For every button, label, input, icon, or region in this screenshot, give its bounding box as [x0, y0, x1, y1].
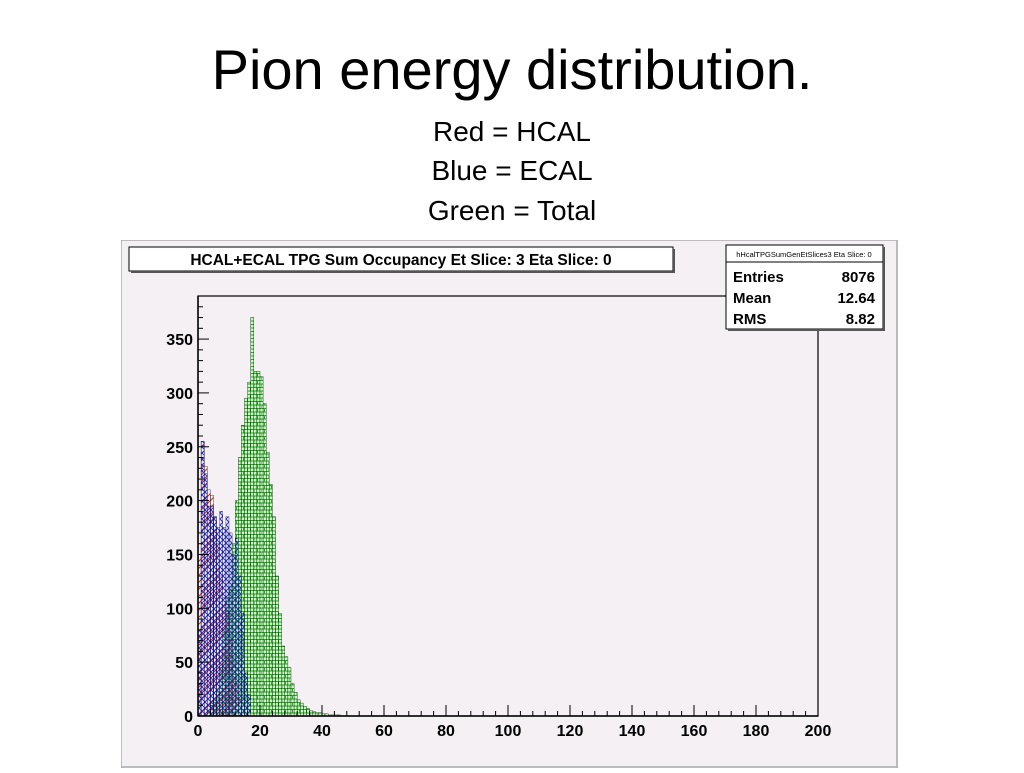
stats-entries-value: 8076	[842, 269, 875, 286]
y-tick-label: 350	[166, 332, 193, 349]
histogram-bin	[272, 516, 276, 717]
x-tick-label: 180	[743, 723, 770, 740]
legend-line-total: Green = Total	[427, 195, 597, 226]
histogram-bin	[284, 656, 289, 717]
histogram-bin	[269, 484, 273, 717]
histogram-bin	[259, 376, 264, 717]
y-tick-label: 150	[166, 547, 193, 564]
x-tick-label: 100	[495, 723, 522, 740]
histogram-bin	[204, 473, 208, 717]
chart-title-box: HCAL+ECAL TPG Sum Occupancy Et Slice: 3 …	[128, 246, 675, 273]
histogram-svg: 0 20 40 60 80 100 120 140 160 180 200 0 50 100 150 200 2…	[120, 239, 899, 769]
stats-box-name: hHcalTPGSumGenEtSlices3 Eta Slice: 0	[736, 250, 871, 259]
histogram-bin	[300, 702, 304, 717]
histogram-bin	[210, 505, 214, 717]
legend-line-hcal: Red = HCAL	[433, 116, 591, 147]
histogram-bin	[253, 371, 258, 717]
x-tick-label: 60	[375, 723, 393, 740]
x-tick-label: 0	[194, 723, 203, 740]
histogram-bin	[244, 398, 248, 717]
chart-title: HCAL+ECAL TPG Sum Occupancy Et Slice: 3 …	[190, 252, 611, 269]
histogram-bin	[213, 516, 217, 717]
histogram-bin	[244, 672, 248, 717]
y-tick-label: 250	[166, 440, 193, 457]
x-tick-label: 140	[619, 723, 646, 740]
histogram-bin	[278, 613, 282, 717]
histogram-bin	[219, 511, 223, 717]
x-tick-label: 40	[313, 723, 331, 740]
histogram-bin	[290, 683, 295, 717]
histogram-bin	[256, 371, 261, 717]
y-tick-label: 0	[184, 709, 193, 726]
histogram-bin	[225, 516, 230, 717]
stats-rms-label: RMS	[733, 311, 766, 328]
histogram-bin	[216, 527, 220, 717]
histogram-bin	[247, 381, 251, 717]
histogram-bin	[235, 538, 239, 717]
histogram-bin	[200, 441, 205, 717]
histogram-bin	[222, 527, 227, 717]
x-tick-label: 80	[437, 723, 455, 740]
histogram-bin	[238, 575, 242, 717]
x-tick-label: 200	[805, 723, 832, 740]
histogram-bin	[207, 505, 211, 717]
stats-entries-label: Entries	[733, 269, 784, 286]
y-tick-label: 50	[175, 655, 193, 672]
stats-rms-value: 8.82	[846, 311, 875, 328]
histogram-bin	[228, 532, 233, 717]
slide-title: Pion energy distribution.	[211, 38, 813, 101]
histogram-bin	[275, 575, 279, 717]
y-tick-label: 100	[166, 601, 193, 618]
histogram-bin	[262, 403, 267, 717]
legend-line-ecal: Blue = ECAL	[431, 155, 593, 186]
x-tick-label: 20	[251, 723, 269, 740]
stats-box: hHcalTPGSumGenEtSlices3 Eta Slice: 0 Ent…	[725, 244, 885, 331]
histogram-canvas: 0 20 40 60 80 100 120 140 160 180 200 0 50 100 150 200 2…	[120, 239, 899, 769]
stats-mean-value: 12.64	[837, 290, 875, 307]
histogram-bin	[241, 613, 245, 717]
x-tick-label: 120	[557, 723, 584, 740]
y-tick-label: 300	[166, 386, 193, 403]
histogram-bin	[281, 645, 285, 717]
histogram-bin	[303, 706, 307, 717]
histogram-bin	[287, 667, 292, 717]
y-tick-label: 200	[166, 494, 193, 511]
histogram-bin	[266, 451, 270, 717]
stats-mean-label: Mean	[733, 290, 771, 307]
histogram-bin	[231, 554, 236, 717]
histogram-bin	[250, 317, 254, 717]
x-tick-label: 160	[681, 723, 708, 740]
